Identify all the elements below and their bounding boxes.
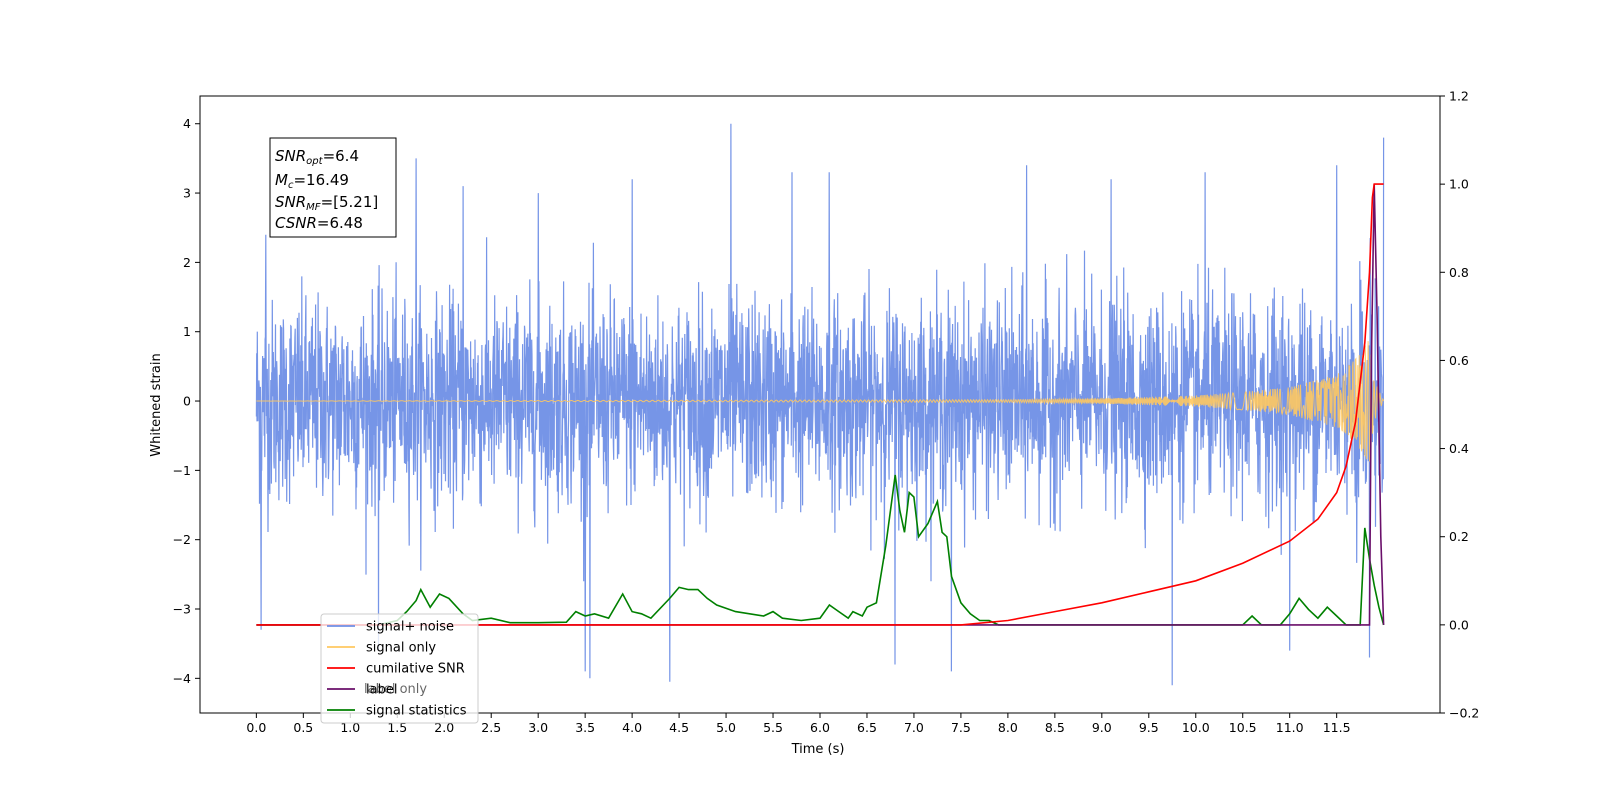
y-tick-label: −4 (173, 671, 191, 686)
y-axis-left: 4 3 2 1 0 −1 −2 −3 −4 (173, 116, 200, 686)
x-tick-label: 3.5 (575, 720, 595, 735)
legend: label only signal+ noise signal only cumil… (320, 613, 479, 724)
y-tick-label: 1 (183, 324, 191, 339)
y-axis-label: Whitened strain (149, 353, 164, 456)
x-tick-label: 5.5 (763, 720, 783, 735)
x-tick-label: 6.0 (810, 720, 830, 735)
legend-hidden-entry: label only (364, 682, 427, 697)
y2-tick-label: 0.8 (1449, 265, 1469, 280)
y-tick-label: 3 (183, 186, 191, 201)
x-tick-label: 7.5 (951, 720, 971, 735)
y-tick-label: −3 (173, 602, 191, 617)
y2-tick-label: −0.2 (1449, 706, 1479, 721)
x-tick-label: 10.0 (1182, 720, 1210, 735)
annotation-mc: Mc=16.49 (275, 171, 349, 191)
stats-annotation: SNRopt=6.4 Mc=16.49 SNRMF=[5.21] CSNR=6.… (269, 137, 397, 238)
y2-tick-label: 1.2 (1449, 89, 1469, 104)
y2-tick-label: 0.0 (1449, 617, 1469, 632)
y-axis-right: 1.2 1.0 0.8 0.6 0.4 0.2 0.0 −0.2 (1440, 89, 1479, 721)
x-tick-label: 11.0 (1276, 720, 1304, 735)
legend-label: signal only (366, 641, 436, 656)
series-signal-only (256, 341, 1385, 462)
y2-tick-label: 1.0 (1449, 177, 1469, 192)
x-tick-label: 6.5 (857, 720, 877, 735)
y2-tick-label: 0.4 (1449, 441, 1469, 456)
x-tick-label: 4.0 (622, 720, 642, 735)
legend-label: signal+ noise (366, 620, 454, 635)
legend-label: label (366, 683, 397, 698)
series-signal-noise (255, 123, 1385, 686)
y-tick-label: 2 (183, 255, 191, 270)
y-tick-label: −1 (173, 463, 191, 478)
x-tick-label: 2.0 (434, 720, 454, 735)
y2-tick-label: 0.6 (1449, 353, 1469, 368)
x-tick-label: 5.0 (716, 720, 736, 735)
y2-tick-label: 0.2 (1449, 529, 1469, 544)
x-tick-label: 8.0 (998, 720, 1018, 735)
x-tick-label: 7.0 (904, 720, 924, 735)
legend-box (320, 613, 479, 724)
annotation-box (269, 137, 397, 238)
legend-label: cumilative SNR (366, 662, 465, 677)
x-tick-label: 1.5 (387, 720, 407, 735)
x-tick-label: 1.0 (340, 720, 360, 735)
y-tick-label: 4 (183, 116, 191, 131)
x-tick-label: 0.5 (293, 720, 313, 735)
series-layer (255, 123, 1385, 686)
x-tick-label: 10.5 (1229, 720, 1257, 735)
x-tick-label: 2.5 (481, 720, 501, 735)
x-axis: 0.0 0.5 1.0 1.5 2.0 2.5 3.0 3.5 4.0 4.5 5.0 5.5 6.0 6… (246, 713, 1351, 735)
x-tick-label: 4.5 (669, 720, 689, 735)
x-axis-label: Time (s) (791, 742, 845, 757)
x-tick-label: 9.0 (1092, 720, 1112, 735)
legend-entries: signal+ noise signal only cumilative SNR la… (327, 620, 467, 719)
x-tick-label: 8.5 (1045, 720, 1065, 735)
y-tick-label: −2 (173, 532, 191, 547)
annotation-csnr: CSNR=6.48 (275, 214, 363, 232)
annotation-snr-mf: SNRMF=[5.21] (275, 193, 378, 213)
x-tick-label: 0.0 (246, 720, 266, 735)
annotation-snr-opt: SNRopt=6.4 (275, 147, 359, 167)
legend-label: signal statistics (366, 704, 467, 719)
x-tick-label: 3.0 (528, 720, 548, 735)
x-tick-label: 9.5 (1139, 720, 1159, 735)
x-tick-label: 11.5 (1323, 720, 1351, 735)
y-tick-label: 0 (183, 394, 191, 409)
series-cumilative-snr (256, 183, 1384, 626)
